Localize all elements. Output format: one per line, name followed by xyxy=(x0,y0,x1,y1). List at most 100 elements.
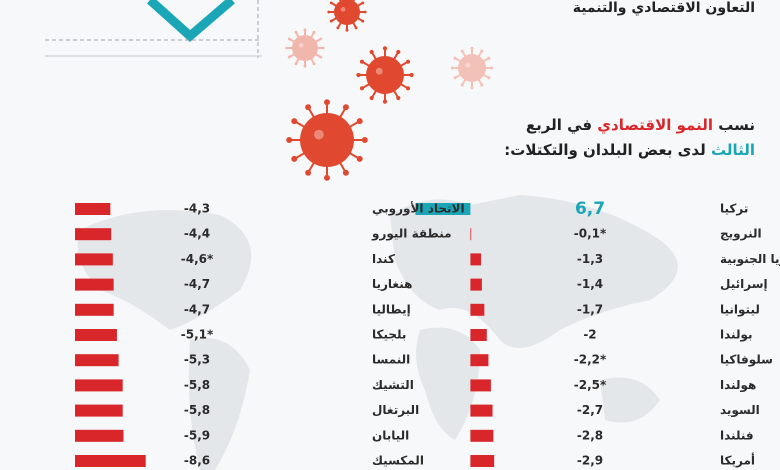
virus-body xyxy=(458,54,486,82)
bar xyxy=(75,278,114,291)
value-label: -5,8 xyxy=(184,378,210,392)
value-label: -5,3 xyxy=(184,353,210,367)
value-label: -5,9 xyxy=(184,428,210,442)
category-label: النرويج xyxy=(720,227,762,242)
virus-spot xyxy=(340,7,346,12)
virus-spot xyxy=(465,62,471,68)
virus-tip xyxy=(329,1,333,5)
virus-tip xyxy=(369,95,374,101)
category-label: هولندا xyxy=(720,378,756,393)
virus-tip xyxy=(409,72,414,78)
virus-tip xyxy=(460,83,464,87)
virus-spot xyxy=(375,67,383,75)
category-label: كوريا الجنوبية xyxy=(720,252,780,267)
virus-tip xyxy=(453,56,457,60)
virus-tip xyxy=(287,37,291,41)
virus-tip xyxy=(327,10,331,14)
bar xyxy=(75,429,124,442)
bar xyxy=(470,303,485,316)
category-label: السويد xyxy=(720,403,760,418)
bar xyxy=(470,404,493,417)
virus-tip xyxy=(369,49,374,55)
virus-tip xyxy=(321,46,325,50)
virus-tip xyxy=(305,169,312,176)
title-part: الثالث xyxy=(710,141,755,159)
value-label: -4,7 xyxy=(184,302,210,316)
bar xyxy=(75,379,123,392)
virus-tip xyxy=(382,99,388,104)
category-label: ليتوانيا xyxy=(720,302,760,317)
bar xyxy=(75,253,113,266)
bar xyxy=(75,404,123,417)
category-label: منطقة اليورو xyxy=(371,227,452,242)
virus-tip xyxy=(336,26,340,30)
title-part: في الربع xyxy=(525,116,598,134)
virus-icons xyxy=(285,0,494,181)
virus-tip xyxy=(480,83,484,87)
category-label: المكسيك xyxy=(372,454,424,468)
bar xyxy=(75,203,111,215)
value-label: -2,2* xyxy=(574,353,607,367)
subtitle: التعاون الاقتصادي والتنمية xyxy=(572,0,755,16)
value-label: -0,1* xyxy=(574,227,607,241)
bar xyxy=(470,379,491,392)
virus-tip xyxy=(356,72,361,78)
virus-tip xyxy=(363,10,367,14)
title-part: لدى بعض البلدان والتكتلات: xyxy=(504,141,711,159)
category-label: إسرائيل xyxy=(720,277,768,291)
virus-tip xyxy=(305,104,312,111)
virus-tip xyxy=(286,137,293,143)
virus-tip xyxy=(480,49,484,53)
value-label: -4,6* xyxy=(181,252,214,266)
virus-tip xyxy=(490,66,494,70)
virus-tip xyxy=(329,19,333,23)
virus-body xyxy=(292,35,318,61)
category-label: النمسا xyxy=(372,353,410,367)
value-label: -2,9 xyxy=(577,454,603,468)
category-label: أمريكا xyxy=(720,453,755,468)
virus-tip xyxy=(303,28,307,32)
virus-tip xyxy=(359,59,365,64)
virus-tip xyxy=(361,1,365,5)
virus-body xyxy=(334,0,360,25)
virus-tip xyxy=(382,46,388,51)
title-line: الثالث لدى بعض البلدان والتكتلات: xyxy=(504,141,755,159)
category-label: تركيا xyxy=(720,202,748,216)
virus-tip xyxy=(354,26,358,30)
virus-tip xyxy=(396,95,401,101)
virus-tip xyxy=(487,76,491,80)
value-label: -5,1* xyxy=(181,328,214,342)
category-label: بلجيكا xyxy=(372,328,406,342)
bar xyxy=(470,329,487,341)
value-label: -2,7 xyxy=(577,403,603,417)
title-part: النمو الاقتصادي xyxy=(597,116,713,134)
category-label: إيطاليا xyxy=(372,302,411,316)
bar xyxy=(75,455,146,467)
category-label: البرتغال xyxy=(372,403,419,417)
virus-tip xyxy=(319,55,323,59)
virus-tip xyxy=(294,62,298,66)
decoration xyxy=(45,0,262,58)
title-line: نسب النمو الاقتصادي في الربع xyxy=(526,116,755,134)
virus-spot xyxy=(298,43,304,48)
virus-tip xyxy=(396,49,401,55)
virus-tip xyxy=(405,86,411,91)
category-label: اليابان xyxy=(372,428,409,442)
world-map xyxy=(77,195,678,470)
bar xyxy=(470,455,495,467)
virus-tip xyxy=(312,30,316,34)
virus-tip xyxy=(356,118,363,125)
virus-tip xyxy=(324,99,330,106)
virus-tip xyxy=(453,76,457,80)
value-label: -1,3 xyxy=(577,252,603,266)
virus-tip xyxy=(460,49,464,53)
virus-tip xyxy=(361,19,365,23)
virus-tip xyxy=(342,104,349,111)
category-label: فنلندا xyxy=(720,428,754,442)
virus-tip xyxy=(450,66,454,70)
value-label: -4,4 xyxy=(184,227,210,241)
virus-spot xyxy=(314,129,324,140)
bar xyxy=(470,228,472,241)
virus-tip xyxy=(361,137,368,143)
